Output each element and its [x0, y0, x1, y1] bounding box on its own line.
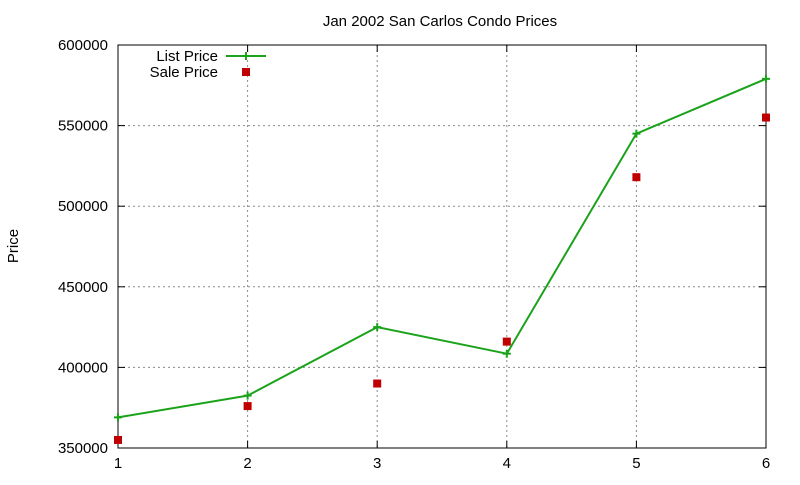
legend-swatch-square [242, 68, 250, 76]
y-tick-label: 450000 [58, 279, 108, 296]
list-price-point [373, 323, 382, 332]
x-tick-label: 6 [762, 455, 770, 472]
y-tick-label: 600000 [58, 37, 108, 54]
list-price-point [632, 129, 641, 138]
sale-price-point [502, 337, 511, 346]
plot-border [117, 44, 767, 449]
x-tick-label: 1 [114, 455, 122, 472]
y-tick-label: 550000 [58, 118, 108, 135]
axes [117, 44, 767, 449]
x-tick-label: 5 [632, 455, 640, 472]
legend-swatch-point [242, 52, 250, 60]
legend-label-2: Sale Price [150, 64, 218, 81]
sale-price-point [243, 402, 252, 411]
ticks: 1 2 3 4 5 6 350000 400000 450000 500000 550000 6000… [58, 37, 770, 472]
sale-price-point [373, 379, 382, 388]
chart-title: Jan 2002 San Carlos Condo Prices [323, 13, 557, 30]
sale-price-point [632, 173, 641, 182]
list-price-line [117, 77, 767, 419]
x-tick-label: 2 [243, 455, 251, 472]
x-tick-label: 4 [503, 455, 511, 472]
series-layer [114, 74, 770, 444]
list-price-point [114, 413, 122, 422]
series-2 [114, 113, 770, 444]
list-price-point [502, 349, 511, 358]
y-tick-label: 350000 [58, 440, 108, 457]
y-tick-label: 400000 [58, 359, 108, 376]
grid [117, 44, 767, 449]
legend-label-1: List Price [156, 48, 218, 65]
sale-price-point [114, 435, 122, 444]
list-price-point [762, 74, 770, 83]
series-1 [114, 74, 770, 422]
y-axis-label: Price [5, 229, 22, 263]
y-tick-label: 500000 [58, 198, 108, 215]
sale-price-point [762, 113, 770, 122]
x-tick-label: 3 [373, 455, 381, 472]
list-price-point [243, 391, 252, 400]
